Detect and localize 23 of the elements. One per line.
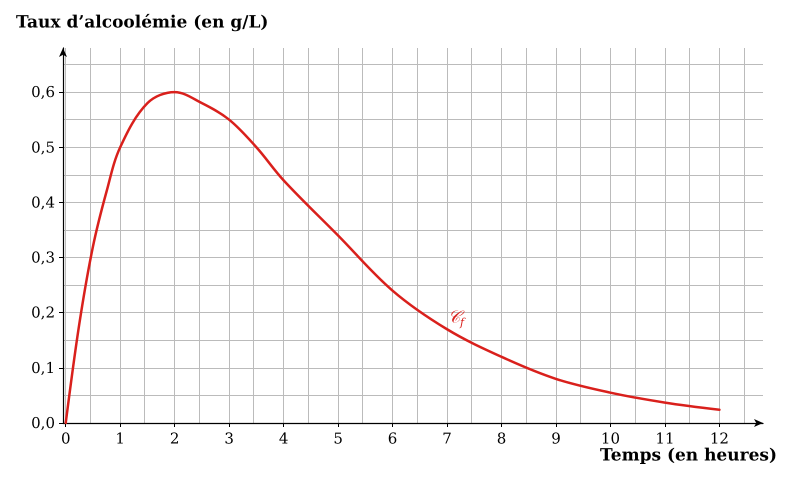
y-tick-label: 0,3 xyxy=(31,248,55,267)
x-tick-label: 2 xyxy=(170,430,180,448)
y-tick-label: 0,4 xyxy=(31,193,55,212)
x-tick-label: 12 xyxy=(710,430,729,448)
y-tick-label: 0,6 xyxy=(31,83,55,102)
x-tick-label: 0 xyxy=(60,430,70,448)
x-tick-label: 1 xyxy=(115,430,125,448)
x-axis-title: Temps (en heures) xyxy=(600,446,778,466)
x-tick-label: 5 xyxy=(333,430,343,448)
line-series xyxy=(64,90,721,424)
x-tick-label: 10 xyxy=(600,430,620,448)
y-tick-label: 0,1 xyxy=(31,358,55,377)
x-tick-label: 7 xyxy=(442,430,452,448)
x-tick-label: 11 xyxy=(655,430,674,448)
x-tick-label: 3 xyxy=(224,430,234,448)
x-tick-label: 8 xyxy=(496,430,506,448)
y-tick-label: 0,2 xyxy=(31,304,55,322)
y-axis-title: Taux d’alcoolémie (en g/L) xyxy=(16,12,268,32)
x-tick-label: 6 xyxy=(388,430,398,448)
y-tick-label: 0,0 xyxy=(31,414,55,432)
x-tick-label: 4 xyxy=(278,430,288,448)
x-tick-label: 9 xyxy=(551,430,561,448)
y-tick-label: 0,5 xyxy=(31,138,55,156)
